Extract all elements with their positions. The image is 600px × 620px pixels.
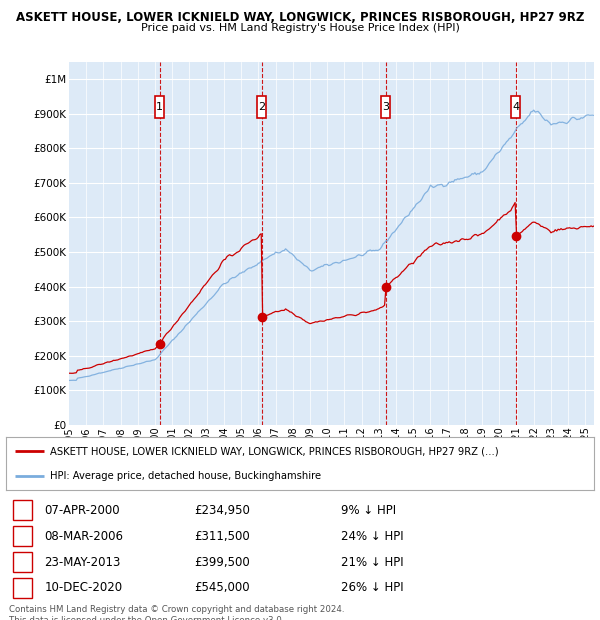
Text: ASKETT HOUSE, LOWER ICKNIELD WAY, LONGWICK, PRINCES RISBOROUGH, HP27 9RZ (...): ASKETT HOUSE, LOWER ICKNIELD WAY, LONGWI… (50, 446, 499, 456)
Text: Contains HM Land Registry data © Crown copyright and database right 2024.
This d: Contains HM Land Registry data © Crown c… (9, 605, 344, 620)
Text: 23-MAY-2013: 23-MAY-2013 (44, 556, 121, 569)
Text: 4: 4 (19, 582, 26, 595)
FancyBboxPatch shape (155, 95, 164, 118)
Text: 1: 1 (19, 503, 26, 516)
FancyBboxPatch shape (381, 95, 390, 118)
Text: 10-DEC-2020: 10-DEC-2020 (44, 582, 122, 595)
Text: 24% ↓ HPI: 24% ↓ HPI (341, 529, 404, 542)
Text: 4: 4 (512, 102, 519, 112)
FancyBboxPatch shape (13, 526, 32, 546)
Text: 2: 2 (19, 529, 26, 542)
Text: 3: 3 (382, 102, 389, 112)
Text: £311,500: £311,500 (194, 529, 250, 542)
FancyBboxPatch shape (13, 552, 32, 572)
Text: £545,000: £545,000 (194, 582, 250, 595)
Text: 07-APR-2000: 07-APR-2000 (44, 503, 120, 516)
Text: £399,500: £399,500 (194, 556, 250, 569)
Text: Price paid vs. HM Land Registry's House Price Index (HPI): Price paid vs. HM Land Registry's House … (140, 23, 460, 33)
FancyBboxPatch shape (13, 500, 32, 520)
Text: 26% ↓ HPI: 26% ↓ HPI (341, 582, 404, 595)
Text: ASKETT HOUSE, LOWER ICKNIELD WAY, LONGWICK, PRINCES RISBOROUGH, HP27 9RZ: ASKETT HOUSE, LOWER ICKNIELD WAY, LONGWI… (16, 11, 584, 24)
Text: 3: 3 (19, 556, 26, 569)
Text: 2: 2 (258, 102, 265, 112)
FancyBboxPatch shape (511, 95, 520, 118)
FancyBboxPatch shape (257, 95, 266, 118)
Text: 08-MAR-2006: 08-MAR-2006 (44, 529, 123, 542)
FancyBboxPatch shape (13, 578, 32, 598)
Text: 21% ↓ HPI: 21% ↓ HPI (341, 556, 404, 569)
Text: HPI: Average price, detached house, Buckinghamshire: HPI: Average price, detached house, Buck… (50, 471, 321, 480)
Text: 1: 1 (156, 102, 163, 112)
Text: £234,950: £234,950 (194, 503, 250, 516)
Text: 9% ↓ HPI: 9% ↓ HPI (341, 503, 396, 516)
